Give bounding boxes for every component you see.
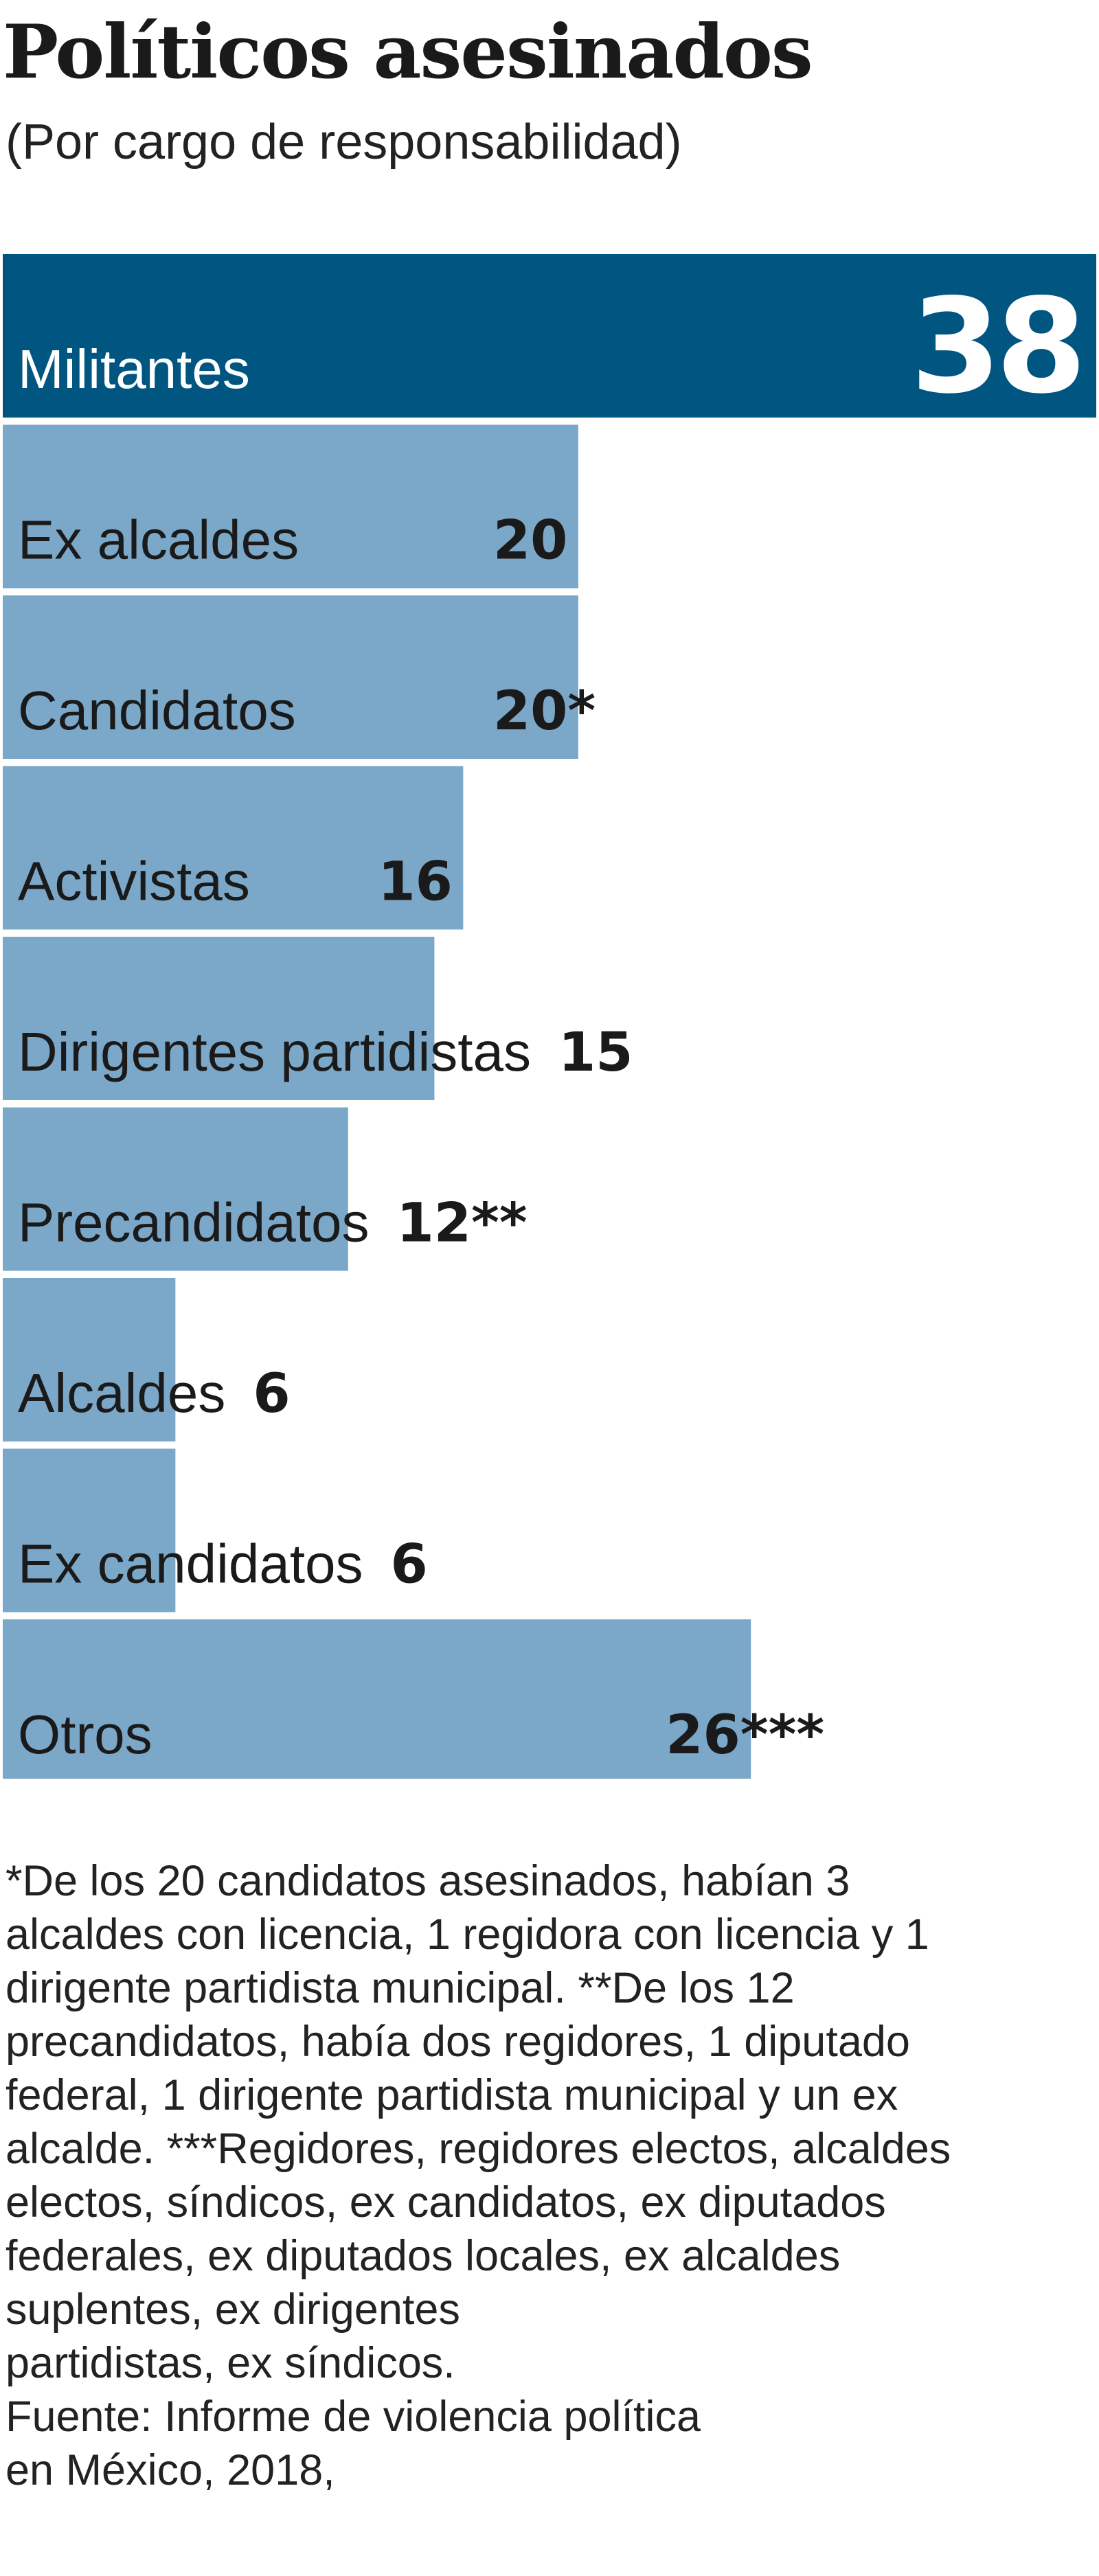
chart-title: Políticos asesinados xyxy=(3,9,813,95)
source-note: Fuente: Informe de violencia política en… xyxy=(5,2390,1091,2497)
bar-value-precandidatos: 12** xyxy=(396,1193,527,1255)
source-line: Fuente: Informe de violencia política xyxy=(5,2393,701,2441)
bar-label-alcaldes: Alcaldes xyxy=(18,1363,225,1424)
bar-value-otros: 26*** xyxy=(666,1705,824,1766)
bar-value-militantes: 38 xyxy=(911,271,1081,422)
bar-label-ex-alcaldes: Ex alcaldes xyxy=(18,510,299,571)
bar-value-dirigentes-partidistas: 15 xyxy=(558,1022,633,1084)
bar-value-ex-alcaldes: 20 xyxy=(493,510,568,572)
bar-precandidatos xyxy=(3,1107,348,1271)
bar-value-alcaldes: 6 xyxy=(253,1363,290,1425)
bar-label-candidatos: Candidatos xyxy=(18,680,296,741)
bar-activistas xyxy=(3,766,464,930)
bar-label-militantes: Militantes xyxy=(18,339,250,400)
bar-label-precandidatos: Precandidatos xyxy=(18,1192,369,1253)
bar-value-candidatos: 20* xyxy=(493,681,596,742)
bar-alcaldes xyxy=(3,1278,176,1441)
footnote-line: partidistas, ex síndicos. xyxy=(5,2339,455,2387)
footnote-line: suplentes, ex dirigentes xyxy=(5,2286,460,2334)
footnote-line: electos, síndicos, ex candidatos, ex dip… xyxy=(5,2178,886,2226)
bar-value-ex-candidatos: 6 xyxy=(391,1534,428,1596)
bar-dirigentes-partidistas xyxy=(3,937,435,1100)
bar-candidatos xyxy=(3,595,578,759)
bar-ex-candidatos xyxy=(3,1448,176,1612)
footnote-line: alcalde. ***Regidores, regidores electos… xyxy=(5,2125,951,2173)
bar-militantes xyxy=(3,254,1096,418)
footnote-line: alcaldes con licencia, 1 regidora con li… xyxy=(5,1911,929,1959)
footnote-line: dirigente partidista municipal. **De los… xyxy=(5,1964,795,2012)
bar-label-otros: Otros xyxy=(18,1704,152,1765)
bar-ex-alcaldes xyxy=(3,424,578,589)
bar-otros xyxy=(3,1619,751,1779)
bar-value-activistas: 16 xyxy=(378,852,453,913)
footnote-line: federales, ex diputados locales, ex alca… xyxy=(5,2232,841,2280)
bar-label-activistas: Activistas xyxy=(18,851,250,912)
bar-label-dirigentes-partidistas: Dirigentes partidistas xyxy=(18,1021,531,1082)
footnote-line: federal, 1 dirigente partidista municipa… xyxy=(5,2071,898,2119)
footnote-line: precandidatos, había dos regidores, 1 di… xyxy=(5,2018,910,2066)
source-line: en México, 2018, xyxy=(5,2446,335,2494)
bar-chart: Militantes 38 Ex alcaldes 20 Candidatos 20* Ac… xyxy=(3,254,1096,1779)
bar-label-ex-candidatos: Ex candidatos xyxy=(18,1534,363,1595)
chart-subtitle: (Por cargo de responsabilidad) xyxy=(5,115,682,170)
footnote-line: *De los 20 candidatos asesinados, habían… xyxy=(5,1857,850,1905)
footnote: *De los 20 candidatos asesinados, habían… xyxy=(5,1854,1091,2390)
